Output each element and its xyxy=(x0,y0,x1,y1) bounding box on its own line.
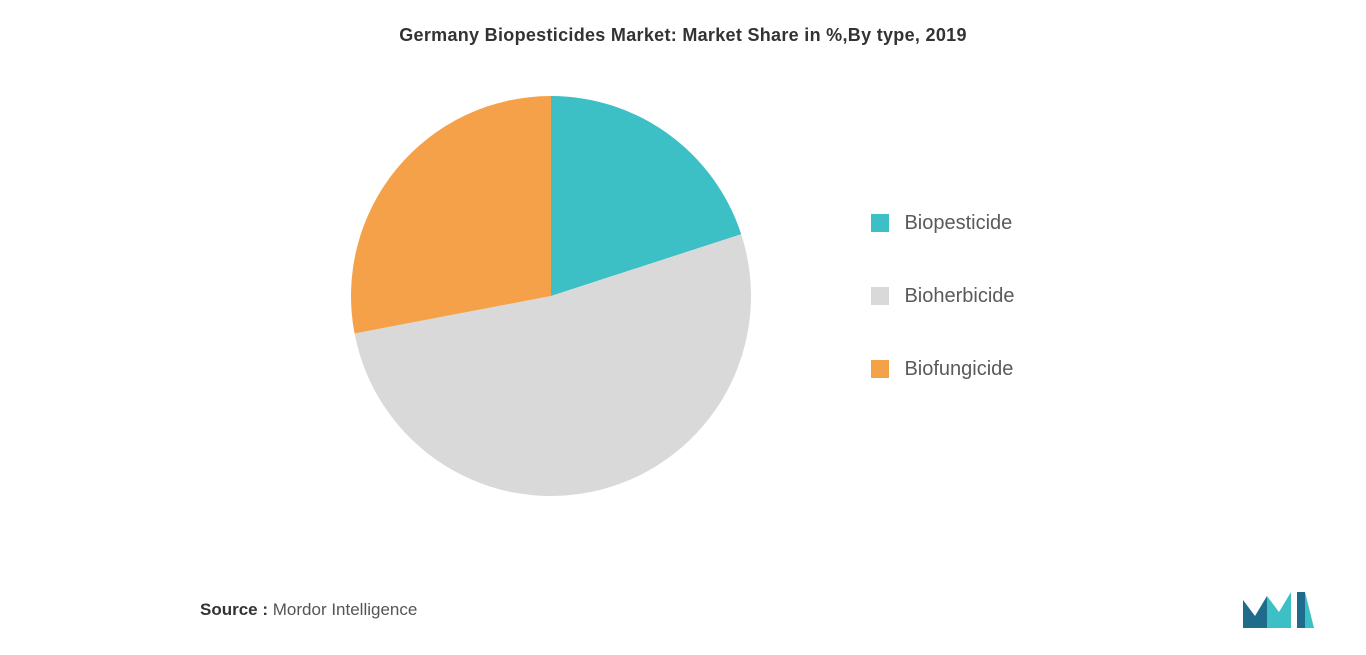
legend-item-biofungicide: Biofungicide xyxy=(871,358,1014,381)
legend-item-biopesticide: Biopesticide xyxy=(871,212,1014,235)
legend-label: Biofungicide xyxy=(904,358,1013,381)
legend-item-bioherbicide: Bioherbicide xyxy=(871,285,1014,308)
pie-slice-biofungicide xyxy=(351,96,551,333)
chart-title: Germany Biopesticides Market: Market Sha… xyxy=(40,25,1326,46)
pie-chart xyxy=(351,96,751,496)
source-label: Source : xyxy=(200,600,268,619)
chart-legend: Biopesticide Bioherbicide Biofungicide xyxy=(871,212,1014,381)
source-line: Source : Mordor Intelligence xyxy=(200,600,417,620)
legend-swatch xyxy=(871,360,889,378)
mordor-logo-icon xyxy=(1241,588,1316,630)
legend-label: Biopesticide xyxy=(904,212,1012,235)
brand-logo xyxy=(1241,588,1316,630)
chart-container: Germany Biopesticides Market: Market Sha… xyxy=(0,0,1366,655)
chart-body: Biopesticide Bioherbicide Biofungicide xyxy=(40,76,1326,516)
pie-svg xyxy=(351,96,751,496)
legend-swatch xyxy=(871,287,889,305)
legend-label: Bioherbicide xyxy=(904,285,1014,308)
legend-swatch xyxy=(871,214,889,232)
source-value: Mordor Intelligence xyxy=(268,600,417,619)
